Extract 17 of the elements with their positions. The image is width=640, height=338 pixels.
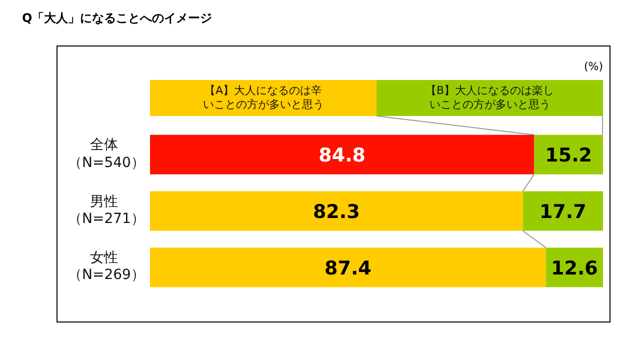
data-label: 15.2 [545,144,592,167]
bar [150,248,546,288]
bar [150,191,523,231]
data-label: 87.4 [324,257,372,280]
text: 【B】大人になるのは楽しいことの方が多いと思う [424,84,556,112]
y-tick-label: 男性（N=271） [68,194,145,228]
data-label: 84.8 [318,144,366,167]
text: 【A】大人になるのは辛いことの方が多いと思う [202,84,325,112]
chart-title: Q「大人」になることへのイメージ [22,11,212,25]
y-tick-label: 全体（N=540） [68,137,145,172]
y-tick-label: 女性（N=269） [68,250,145,285]
data-label: 17.7 [539,201,586,223]
data-label: 12.6 [551,257,598,280]
data-label: 82.3 [312,201,360,223]
text: (%) [584,60,603,73]
bar [522,191,603,231]
bar [150,134,534,174]
